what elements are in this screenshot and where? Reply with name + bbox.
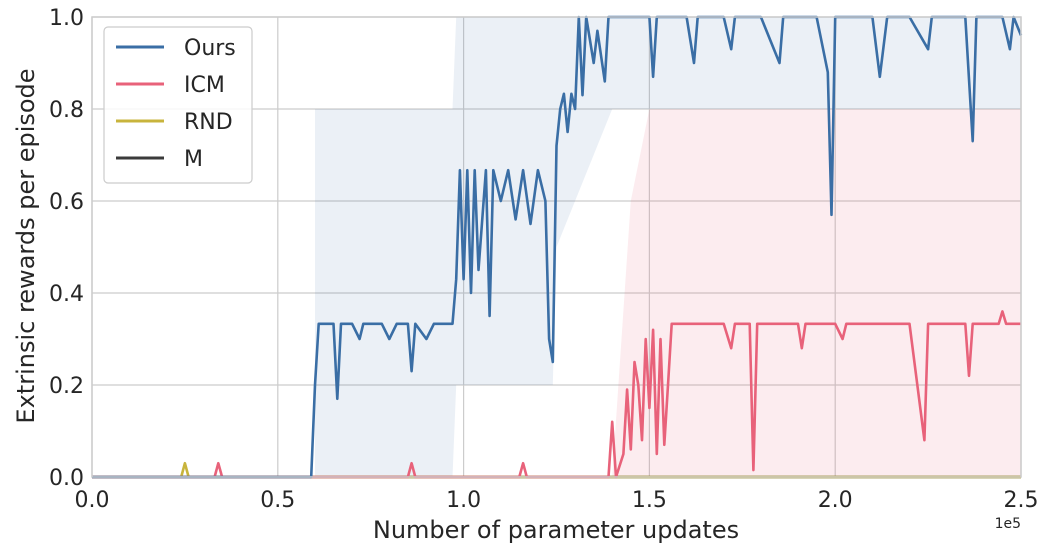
icm-variance-band [612, 109, 1021, 477]
y-tick-label: 0.2 [49, 374, 84, 399]
legend-label-icm: ICM [184, 73, 225, 98]
ours-variance-band [315, 17, 1021, 477]
series-line-icm [92, 310, 1021, 479]
y-tick-label: 0.4 [49, 282, 84, 307]
x-scale-label: 1e5 [995, 516, 1021, 532]
x-tick-label: 0.0 [75, 488, 110, 513]
x-tick-label: 0.5 [260, 488, 295, 513]
x-tick-label: 2.5 [1004, 488, 1039, 513]
legend-box [103, 26, 253, 184]
x-tick-label: 1.0 [446, 488, 481, 513]
x-tick-label: 2.0 [818, 488, 853, 513]
y-tick-label: 0.0 [49, 466, 84, 491]
y-axis-label: Extrinsic rewards per episode [12, 68, 40, 423]
legend-label-m: M [184, 147, 203, 172]
legend-label-ours: Ours [184, 36, 236, 61]
series-line-ours [92, 15, 1023, 479]
y-tick-label: 0.6 [49, 190, 84, 215]
legend-label-rnd: RND [184, 110, 233, 135]
y-tick-labels: 0.0 0.2 0.4 0.6 0.8 1.0 [49, 6, 84, 491]
x-axis-label: Number of parameter updates [373, 516, 739, 544]
x-tick-labels: 0.0 0.5 1.0 1.5 2.0 2.5 [75, 488, 1039, 513]
x-tick-label: 1.5 [632, 488, 667, 513]
legend: Ours ICM RND M [103, 26, 253, 184]
plot-frame [91, 16, 1022, 478]
y-tick-label: 0.8 [49, 98, 84, 123]
variance-bands [315, 17, 1021, 477]
y-tick-label: 1.0 [49, 6, 84, 31]
